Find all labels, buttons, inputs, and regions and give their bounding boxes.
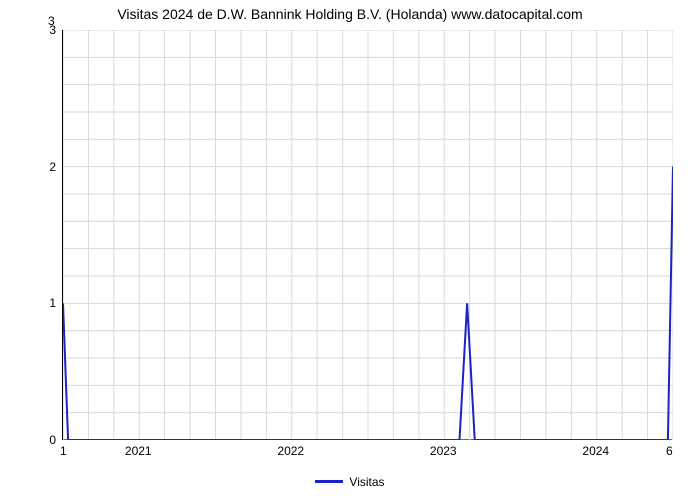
corner-label-bottom-left: 1 — [60, 444, 67, 458]
x-tick-label: 2024 — [582, 444, 609, 458]
legend-swatch — [315, 480, 343, 483]
legend-label: Visitas — [349, 475, 384, 489]
chart-container: Visitas 2024 de D.W. Bannink Holding B.V… — [0, 0, 700, 500]
gridlines — [63, 30, 673, 440]
plot-area — [62, 30, 672, 440]
x-tick-label: 2023 — [430, 444, 457, 458]
y-tick-label: 1 — [16, 296, 56, 310]
legend-item: Visitas — [315, 475, 384, 489]
y-tick-label: 0 — [16, 433, 56, 447]
x-tick-label: 2021 — [125, 444, 152, 458]
chart-title: Visitas 2024 de D.W. Bannink Holding B.V… — [0, 6, 700, 22]
y-tick-label: 2 — [16, 160, 56, 174]
plot-svg — [63, 30, 673, 440]
x-tick-label: 2022 — [277, 444, 304, 458]
corner-label-top-left: 3 — [48, 14, 55, 28]
corner-label-bottom-right: 6 — [666, 444, 673, 458]
legend: Visitas — [0, 470, 700, 489]
